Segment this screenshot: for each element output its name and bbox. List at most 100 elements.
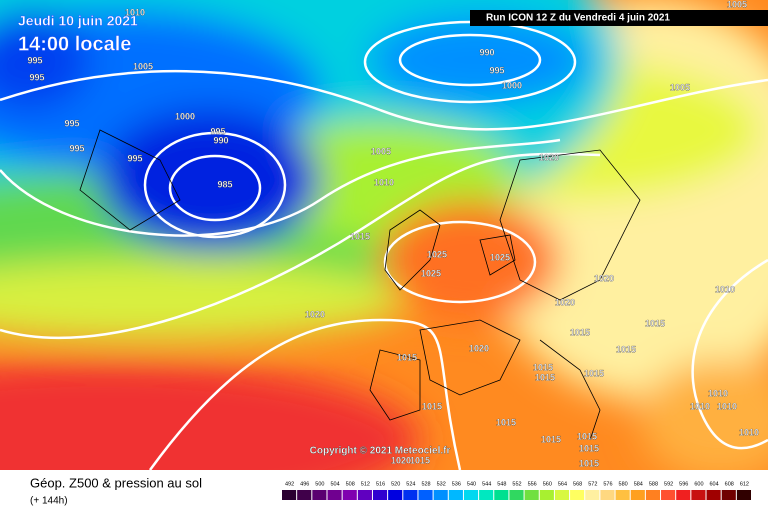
run-label: Run ICON 12 Z du Vendredi 4 juin 2021 — [486, 13, 670, 24]
scale-swatch — [615, 490, 630, 500]
isobar-label: 1015 — [645, 318, 665, 328]
isobar-label: 1005 — [133, 61, 153, 71]
isobar-label: 1015 — [533, 362, 553, 372]
isobar-label: 1015 — [570, 327, 590, 337]
copyright: Copyright © 2021 Meteociel.fr — [310, 446, 451, 457]
date-label: Jeudi 10 juin 2021 — [18, 13, 138, 29]
scale-swatch — [736, 490, 751, 500]
scale-label: 584 — [634, 481, 643, 487]
scale-label: 612 — [740, 481, 749, 487]
footer-title: Géop. Z500 & pression au sol — [30, 475, 202, 490]
scale-swatch — [372, 490, 388, 500]
isobar-label: 1015 — [584, 368, 604, 378]
scale-swatch — [282, 490, 297, 500]
scale-label: 568 — [573, 481, 582, 487]
scale-swatch — [509, 490, 524, 500]
isobar-label: 1015 — [397, 352, 417, 362]
isobar-label: 1005 — [371, 146, 391, 156]
scale-swatch — [630, 490, 645, 500]
scale-label: 608 — [725, 481, 734, 487]
coastlines — [79, 129, 641, 441]
scale-swatch — [524, 490, 539, 500]
isobar-label: 1025 — [427, 249, 447, 259]
scale-swatch — [403, 490, 418, 500]
scale-swatch — [691, 490, 706, 500]
isobar-label: 1005 — [727, 0, 747, 9]
isobar-label: 1010 — [374, 177, 394, 187]
scale-swatch — [661, 490, 676, 500]
isobar-label: 1010 — [717, 401, 737, 411]
scale-swatch — [721, 490, 736, 500]
isobar-label: 1015 — [535, 372, 555, 382]
isobar-label: 1010 — [715, 284, 735, 294]
isobar-label: 995 — [69, 143, 84, 153]
scale-swatch — [448, 490, 463, 500]
isobar-label: 995 — [127, 153, 142, 163]
footer-lead: (+ 144h) — [30, 496, 68, 507]
scale-swatch — [312, 490, 327, 500]
scale-label: 536 — [452, 481, 461, 487]
run-box — [470, 10, 768, 26]
scale-label: 580 — [619, 481, 628, 487]
isobar-label: 1005 — [670, 82, 690, 92]
time-label: 14:00 locale — [18, 33, 131, 55]
isobar-label: 1015 — [422, 401, 442, 411]
scale-label: 540 — [467, 481, 476, 487]
isobar-label: 1020 — [391, 455, 411, 465]
scale-swatch — [539, 490, 554, 500]
scale-swatch — [418, 490, 433, 500]
isobar-label: 1020 — [539, 152, 559, 162]
scale-label: 556 — [528, 481, 537, 487]
isobar-label: 995 — [27, 55, 42, 65]
isobar-label: 1010 — [125, 7, 145, 17]
isobar-label: 995 — [489, 65, 504, 75]
isobar-label: 990 — [479, 47, 494, 57]
scale-swatch — [388, 490, 403, 500]
isobar-label: 995 — [29, 72, 44, 82]
scale-label: 516 — [376, 481, 385, 487]
scale-swatch — [554, 490, 570, 500]
isobar-label: 1015 — [541, 434, 561, 444]
isobar-label: 1015 — [577, 431, 597, 441]
isobar-label: 995 — [64, 118, 79, 128]
isobar-label: 1020 — [594, 273, 614, 283]
scale-label: 492 — [285, 481, 294, 487]
isobar-label: 1025 — [421, 268, 441, 278]
scale-swatch — [479, 490, 494, 500]
scale-label: 600 — [694, 481, 703, 487]
scale-swatch — [494, 490, 509, 500]
isobar-label: 1020 — [305, 309, 325, 319]
scale-label: 564 — [558, 481, 567, 487]
scale-label: 576 — [603, 481, 612, 487]
scale-label: 572 — [588, 481, 597, 487]
isobar-label: 1015 — [579, 458, 599, 468]
isobar-label: 990 — [213, 135, 228, 145]
scale-label: 596 — [679, 481, 688, 487]
isobar-label: 1010 — [690, 401, 710, 411]
isobar-label: 1025 — [490, 252, 510, 262]
scale-swatch — [570, 490, 585, 500]
scale-label: 524 — [406, 481, 415, 487]
isobar-label: 1020 — [555, 297, 575, 307]
scale-label: 512 — [361, 481, 370, 487]
isobar-label: 1015 — [616, 344, 636, 354]
scale-swatch — [463, 490, 479, 500]
scale-label: 532 — [437, 481, 446, 487]
scale-label: 508 — [346, 481, 355, 487]
scale-label: 560 — [543, 481, 552, 487]
isobar-label: 1020 — [469, 343, 489, 353]
scale-swatch — [342, 490, 357, 500]
scale-swatch — [585, 490, 600, 500]
isobar-label: 1010 — [708, 388, 728, 398]
scale-swatch — [645, 490, 661, 500]
scale-swatch — [706, 490, 721, 500]
scale-swatch — [357, 490, 372, 500]
scale-label: 604 — [710, 481, 719, 487]
scale-label: 528 — [421, 481, 430, 487]
isobar-label: 985 — [217, 179, 232, 189]
scale-swatch — [433, 490, 448, 500]
scale-label: 496 — [300, 481, 309, 487]
